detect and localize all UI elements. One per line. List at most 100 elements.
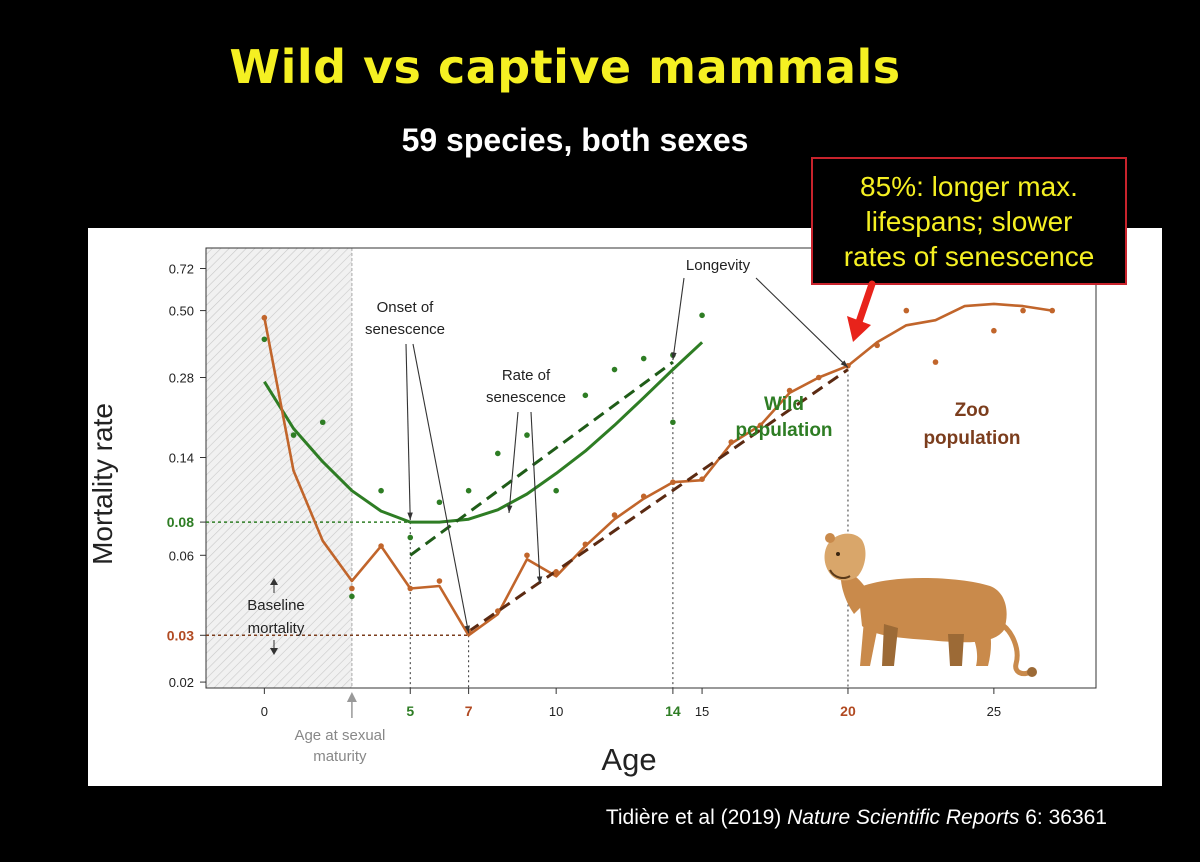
onset-annotation: Onset of [377,299,435,316]
zoo-data-point [670,479,676,486]
zoo-data-point [728,439,735,445]
callout-box: 85%: longer max. lifespans; slower rates… [811,157,1127,285]
baseline-arrowhead-down [270,648,278,655]
zoo-data-point [582,541,589,548]
citation-volume: 6: 36361 [1019,806,1107,829]
longevity-arrow-zoo-head [840,360,848,368]
rate-arrow-wild [508,411,519,514]
wild-data-point [407,534,414,541]
y-tick-label: 0.50 [169,304,194,319]
lioness-ear [825,533,835,543]
x-tick-label: 14 [665,703,681,719]
zoo-data-point [611,512,618,518]
x-tick-label: 10 [549,704,563,719]
y-tick-label: 0.72 [169,262,194,277]
zoo-series-label: Zoo [955,400,990,421]
maturity-label: Age at sexual [294,727,385,744]
zoo-series-label: population [923,428,1020,449]
baseline-annotation: mortality [248,620,305,637]
lioness-body [858,578,1007,643]
rate-annotation: Rate of [502,367,551,384]
x-tick-label: 20 [840,703,856,719]
slide-title: Wild vs captive mammals [229,40,901,94]
mortality-chart: 0.02 0.03 0.06 0.08 0.14 0.28 0.50 0.72 0 5 7 10 14 1… [88,247,1097,777]
maturity-arrowhead [346,692,357,702]
zoo-data-point [495,608,501,614]
wild-data-point [495,450,501,457]
zoo-data-point [436,578,443,584]
zoo-data-point [349,585,355,592]
wild-data-point [611,366,618,373]
lioness-eye [836,552,840,556]
zoo-data-point [640,493,647,500]
wild-data-point [582,392,589,399]
longevity-arrow-zoo [755,277,849,368]
zoo-data-point [757,422,764,429]
plot-frame [205,247,1097,689]
baseline-arrowhead-up [270,578,278,585]
wild-data-point [290,432,297,438]
lioness-tail [995,619,1033,677]
wild-data-point [349,593,355,600]
wild-series-label: Wild [764,394,804,415]
onset-annotation: senescence [365,321,445,338]
zoo-data-point [845,362,851,369]
maturity-label: maturity [313,748,367,765]
lioness-hind-leg-back [948,634,964,666]
zoo-data-point [1020,307,1026,314]
longevity-annotation: Longevity [686,257,751,274]
slide-subtitle: 59 species, both sexes [401,122,749,158]
zoo-fit-line [263,302,1053,637]
rate-arrow-zoo-head [536,576,543,584]
x-tick-label: 7 [465,703,473,719]
x-tick-label: 0 [261,704,268,719]
chart-panel: 0.02 0.03 0.06 0.08 0.14 0.28 0.50 0.72 0 5 7 10 14 1… [88,228,1162,786]
zoo-data-point [699,476,705,483]
longevity-arrow-wild [672,277,685,361]
zoo-data-point [524,552,530,559]
y-axis-label: Mortality rate [88,403,118,565]
onset-arrow-wild-head [407,512,413,521]
onset-arrow-wild [405,343,411,521]
lioness-front-leg [860,620,878,666]
wild-data-point [524,432,530,438]
wild-data-point [670,419,676,426]
lioness-mouth [829,569,851,579]
y-tick-label: 0.28 [169,371,194,386]
x-tick-label: 25 [987,704,1001,719]
citation-journal: Nature Scientific Reports [787,806,1020,829]
wild-data-point [465,487,472,494]
y-tick-label: 0.03 [167,627,194,643]
zoo-data-point [903,307,910,314]
x-axis-label: Age [601,742,656,777]
citation-authors: Tidière et al (2019) [605,806,788,829]
x-tick-label: 15 [695,704,709,719]
x-tick-label: 5 [406,703,414,719]
baseline-annotation: Baseline [247,597,305,614]
zoo-data-point [815,374,822,381]
wild-data-point [553,487,559,494]
callout-line-1: 85%: longer max. [860,171,1078,202]
y-tick-label: 0.06 [169,548,194,563]
lioness-head [824,533,866,581]
y-tick-label: 0.14 [169,451,194,466]
zoo-data-point [553,569,559,575]
wild-series-label: population [735,420,832,441]
callout-line-3: rates of senescence [843,241,1095,272]
lioness-tail-tip [1027,667,1037,677]
wild-data-point [261,336,268,343]
onset-arrow-zoo [412,343,470,634]
rate-arrow-zoo [530,411,541,585]
citation: Tidière et al (2019) Nature Scientific R… [0,806,1107,830]
wild-fit-line [263,341,704,524]
rate-annotation: senescence [486,389,566,406]
y-tick-label: 0.08 [167,514,194,530]
lioness-hind-leg [970,626,991,666]
zoo-rate-line [467,368,849,633]
wild-data-point [699,312,705,319]
longevity-arrow-wild-head [671,352,677,361]
onset-arrow-zoo-head [464,625,470,634]
wild-data-point [319,419,326,426]
zoo-data-point [378,543,384,549]
zoo-data-point [261,314,268,321]
